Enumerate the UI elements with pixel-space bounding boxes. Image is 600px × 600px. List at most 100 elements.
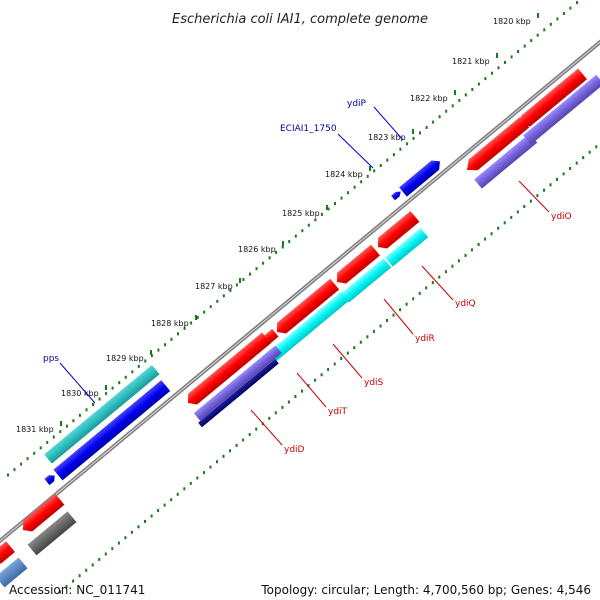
inner-scale-dot <box>85 568 88 572</box>
gene-pps-arrow[interactable] <box>44 473 57 486</box>
gene-ydiS-cyan[interactable] <box>268 291 349 362</box>
label-ydiQ[interactable]: ydiQ <box>455 299 476 309</box>
inner-scale-dot <box>268 416 271 420</box>
inner-scale-dot <box>405 302 408 306</box>
label-ECIAI1_1750[interactable]: ECIAI1_1750 <box>280 124 337 134</box>
tick-mark <box>105 385 107 390</box>
outer-scale-dot <box>229 288 232 292</box>
outer-scale-dot <box>268 256 271 260</box>
outer-scale-dot <box>170 337 173 341</box>
gene-bottom-red[interactable] <box>19 493 65 535</box>
outer-scale-dot <box>432 120 435 124</box>
outer-scale-dot <box>471 88 474 91</box>
gene-ydiO-slate-2[interactable] <box>523 74 600 145</box>
tick-label: 1827 kbp <box>195 282 233 291</box>
inner-scale-dot <box>484 237 487 241</box>
outer-scale-dot <box>65 424 68 428</box>
outer-scale-dot <box>517 50 520 53</box>
gene-ydiR-cyan[interactable] <box>341 258 392 303</box>
gene-ydiD-navy[interactable] <box>198 358 279 428</box>
gene-ydiQ-cyan[interactable] <box>385 228 429 267</box>
gene-bottom-steel[interactable] <box>0 557 28 588</box>
label-ydiR[interactable]: ydiR <box>415 334 435 344</box>
inner-scale-dot <box>196 476 199 480</box>
inner-scale-dot <box>209 465 212 469</box>
inner-scale-dot <box>477 243 480 246</box>
inner-scale-dot <box>543 188 545 192</box>
gene-ydiQ[interactable] <box>374 210 420 252</box>
inner-scale-dot <box>457 259 460 263</box>
inner-scale-dot <box>137 525 140 529</box>
tick-label: 1825 kbp <box>282 209 320 218</box>
gene-ydiO-2[interactable] <box>517 68 588 131</box>
inner-scale-dot <box>111 547 114 551</box>
outer-scale-dot <box>334 202 336 205</box>
outer-scale-dot <box>491 71 493 75</box>
outer-scale-dot <box>33 451 36 455</box>
gene-bottom-red-2[interactable] <box>0 541 15 567</box>
gene-ydiD[interactable] <box>184 332 271 408</box>
outer-scale-dot <box>59 430 62 434</box>
gene-ECIAI1_1750[interactable] <box>391 189 403 201</box>
label-pps[interactable]: pps <box>43 354 59 364</box>
map-title: Escherichia coli IAI1, complete genome <box>172 12 428 27</box>
label-ydiD[interactable]: ydiD <box>284 445 305 455</box>
outer-scale-dot <box>124 375 127 379</box>
gene-pps-teal[interactable] <box>44 364 160 464</box>
scale-dots <box>7 1 598 594</box>
outer-scale-dot <box>26 457 29 461</box>
gene-ydiS[interactable] <box>273 278 340 338</box>
inner-scale-dot <box>98 557 101 561</box>
label-ydiS[interactable]: ydiS <box>364 378 384 388</box>
inner-scale-dot <box>202 471 205 475</box>
outer-scale-dot <box>314 218 317 222</box>
outer-scale-dot <box>52 435 55 439</box>
outer-scale-dot <box>576 1 578 5</box>
outer-scale-dot <box>536 33 539 37</box>
inner-scale-dot <box>314 378 317 382</box>
gene-ydiP[interactable] <box>399 157 444 197</box>
outer-scale-dot <box>425 126 428 129</box>
gene-ydiD-slate[interactable] <box>193 345 282 421</box>
inner-scale-dot <box>529 199 532 203</box>
inner-scale-dot <box>366 335 369 339</box>
outer-scale-dot <box>549 22 552 26</box>
inner-scale-dot <box>359 340 362 344</box>
outer-scale-dot <box>137 364 140 368</box>
inner-scale-dot <box>59 590 61 594</box>
tick-mark <box>60 421 62 426</box>
inner-scale-dot <box>170 498 173 502</box>
inner-scale-dot <box>516 210 519 214</box>
outer-scale-dot <box>190 321 193 325</box>
outer-scale-dot <box>98 397 101 401</box>
outer-scale-dot <box>118 381 121 385</box>
outer-scale-dot <box>340 196 343 200</box>
outer-scale-dot <box>438 115 441 119</box>
label-ydiO[interactable]: ydiO <box>551 212 572 222</box>
gene-ydiO[interactable] <box>463 116 530 176</box>
tick-mark <box>412 129 414 134</box>
label-ydiT[interactable]: ydiT <box>328 407 348 417</box>
gene-pps[interactable] <box>53 380 171 481</box>
gene-ydiR[interactable] <box>333 244 380 288</box>
outer-scale-dot <box>556 17 559 21</box>
outer-scale-dot <box>222 294 225 298</box>
tick-mark <box>195 315 197 320</box>
inner-scale-dot <box>287 400 290 404</box>
inner-scale-dot <box>281 405 284 409</box>
inner-scale-dot <box>471 248 473 252</box>
outer-scale-dot <box>360 180 363 184</box>
tick-label: 1824 kbp <box>325 170 363 179</box>
inner-scale-dot <box>503 221 506 225</box>
outer-scale-dot <box>157 348 160 352</box>
inner-scale-dot <box>497 226 500 230</box>
inner-scale-dot <box>216 460 218 464</box>
inner-scale-dot <box>464 253 467 257</box>
inner-scale-dot <box>144 519 146 523</box>
outer-scale-dot <box>92 402 94 406</box>
gene-ydiO-slate[interactable] <box>474 133 538 189</box>
outer-scale-dot <box>85 408 88 412</box>
outer-scale-dot <box>39 446 42 450</box>
label-ydiP[interactable]: ydiP <box>347 99 367 109</box>
gene-bottom-gray[interactable] <box>27 511 77 556</box>
